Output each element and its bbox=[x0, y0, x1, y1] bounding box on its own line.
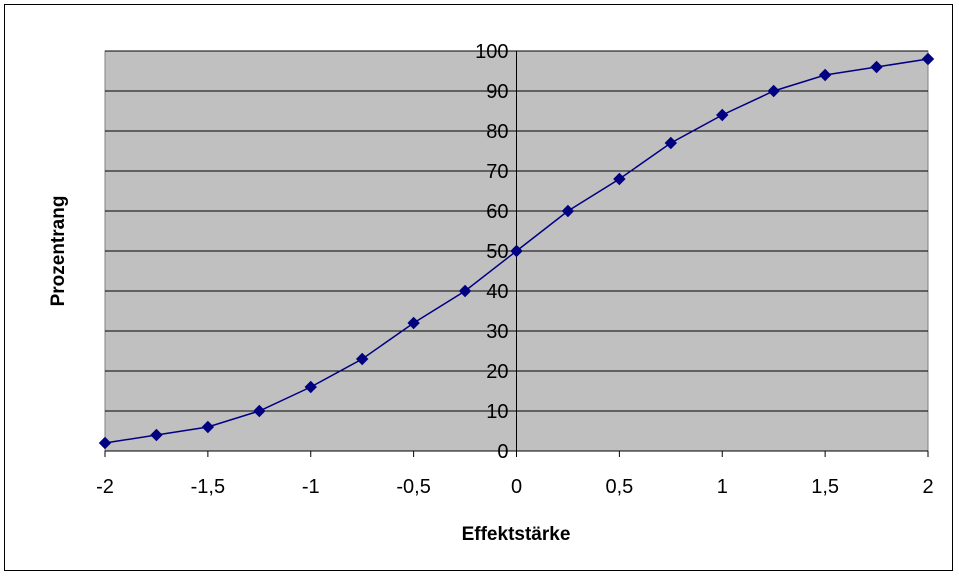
data-point-marker bbox=[407, 316, 420, 330]
data-point-marker bbox=[664, 136, 678, 150]
y-tick-label: 70 bbox=[486, 161, 508, 183]
data-point-marker bbox=[767, 84, 780, 98]
x-tick-label: 1,5 bbox=[811, 476, 839, 498]
data-point-marker bbox=[818, 68, 832, 82]
y-axis-title: Prozentrang bbox=[48, 196, 69, 307]
data-series bbox=[98, 52, 935, 450]
x-tick-label: -1,5 bbox=[191, 476, 225, 498]
data-point-marker bbox=[561, 204, 575, 218]
y-tick-label: 60 bbox=[486, 201, 508, 223]
data-point-marker bbox=[510, 244, 523, 258]
data-point-marker bbox=[253, 404, 266, 418]
data-point-marker bbox=[458, 284, 472, 298]
x-tick-label: 2 bbox=[922, 476, 933, 498]
y-tick-label: 10 bbox=[486, 401, 508, 423]
y-tick-label: 50 bbox=[486, 241, 508, 263]
x-tick-label: -1 bbox=[302, 476, 320, 498]
data-point-marker bbox=[304, 380, 317, 394]
data-point-marker bbox=[98, 436, 112, 450]
y-tick-label: 0 bbox=[497, 441, 508, 463]
tick-labels: 0 10 20 30 40 50 60 70 80 90 100 -2 -1,5 -1 -0,5 0 0,5 1 1… bbox=[96, 41, 933, 498]
x-tick-label: 0 bbox=[511, 476, 522, 498]
y-tick-label: 90 bbox=[486, 81, 508, 103]
data-point-marker bbox=[355, 352, 369, 366]
data-point-marker bbox=[716, 108, 729, 122]
x-tick-label: 0,5 bbox=[605, 476, 633, 498]
y-tick-label: 80 bbox=[486, 121, 508, 143]
data-point-marker bbox=[613, 172, 626, 186]
y-tick-label: 100 bbox=[475, 41, 508, 63]
x-tick-label: -2 bbox=[96, 476, 114, 498]
y-tick-label: 20 bbox=[486, 361, 508, 383]
y-tick-label: 30 bbox=[486, 321, 508, 343]
x-tick-label: 1 bbox=[717, 476, 728, 498]
x-axis-title: Effektstärke bbox=[462, 524, 571, 545]
y-tick-label: 40 bbox=[486, 281, 508, 303]
data-point-marker bbox=[870, 60, 883, 74]
data-point-marker bbox=[150, 428, 163, 442]
data-point-marker bbox=[921, 52, 935, 66]
data-point-marker bbox=[201, 420, 215, 434]
x-tick-label: -0,5 bbox=[396, 476, 430, 498]
